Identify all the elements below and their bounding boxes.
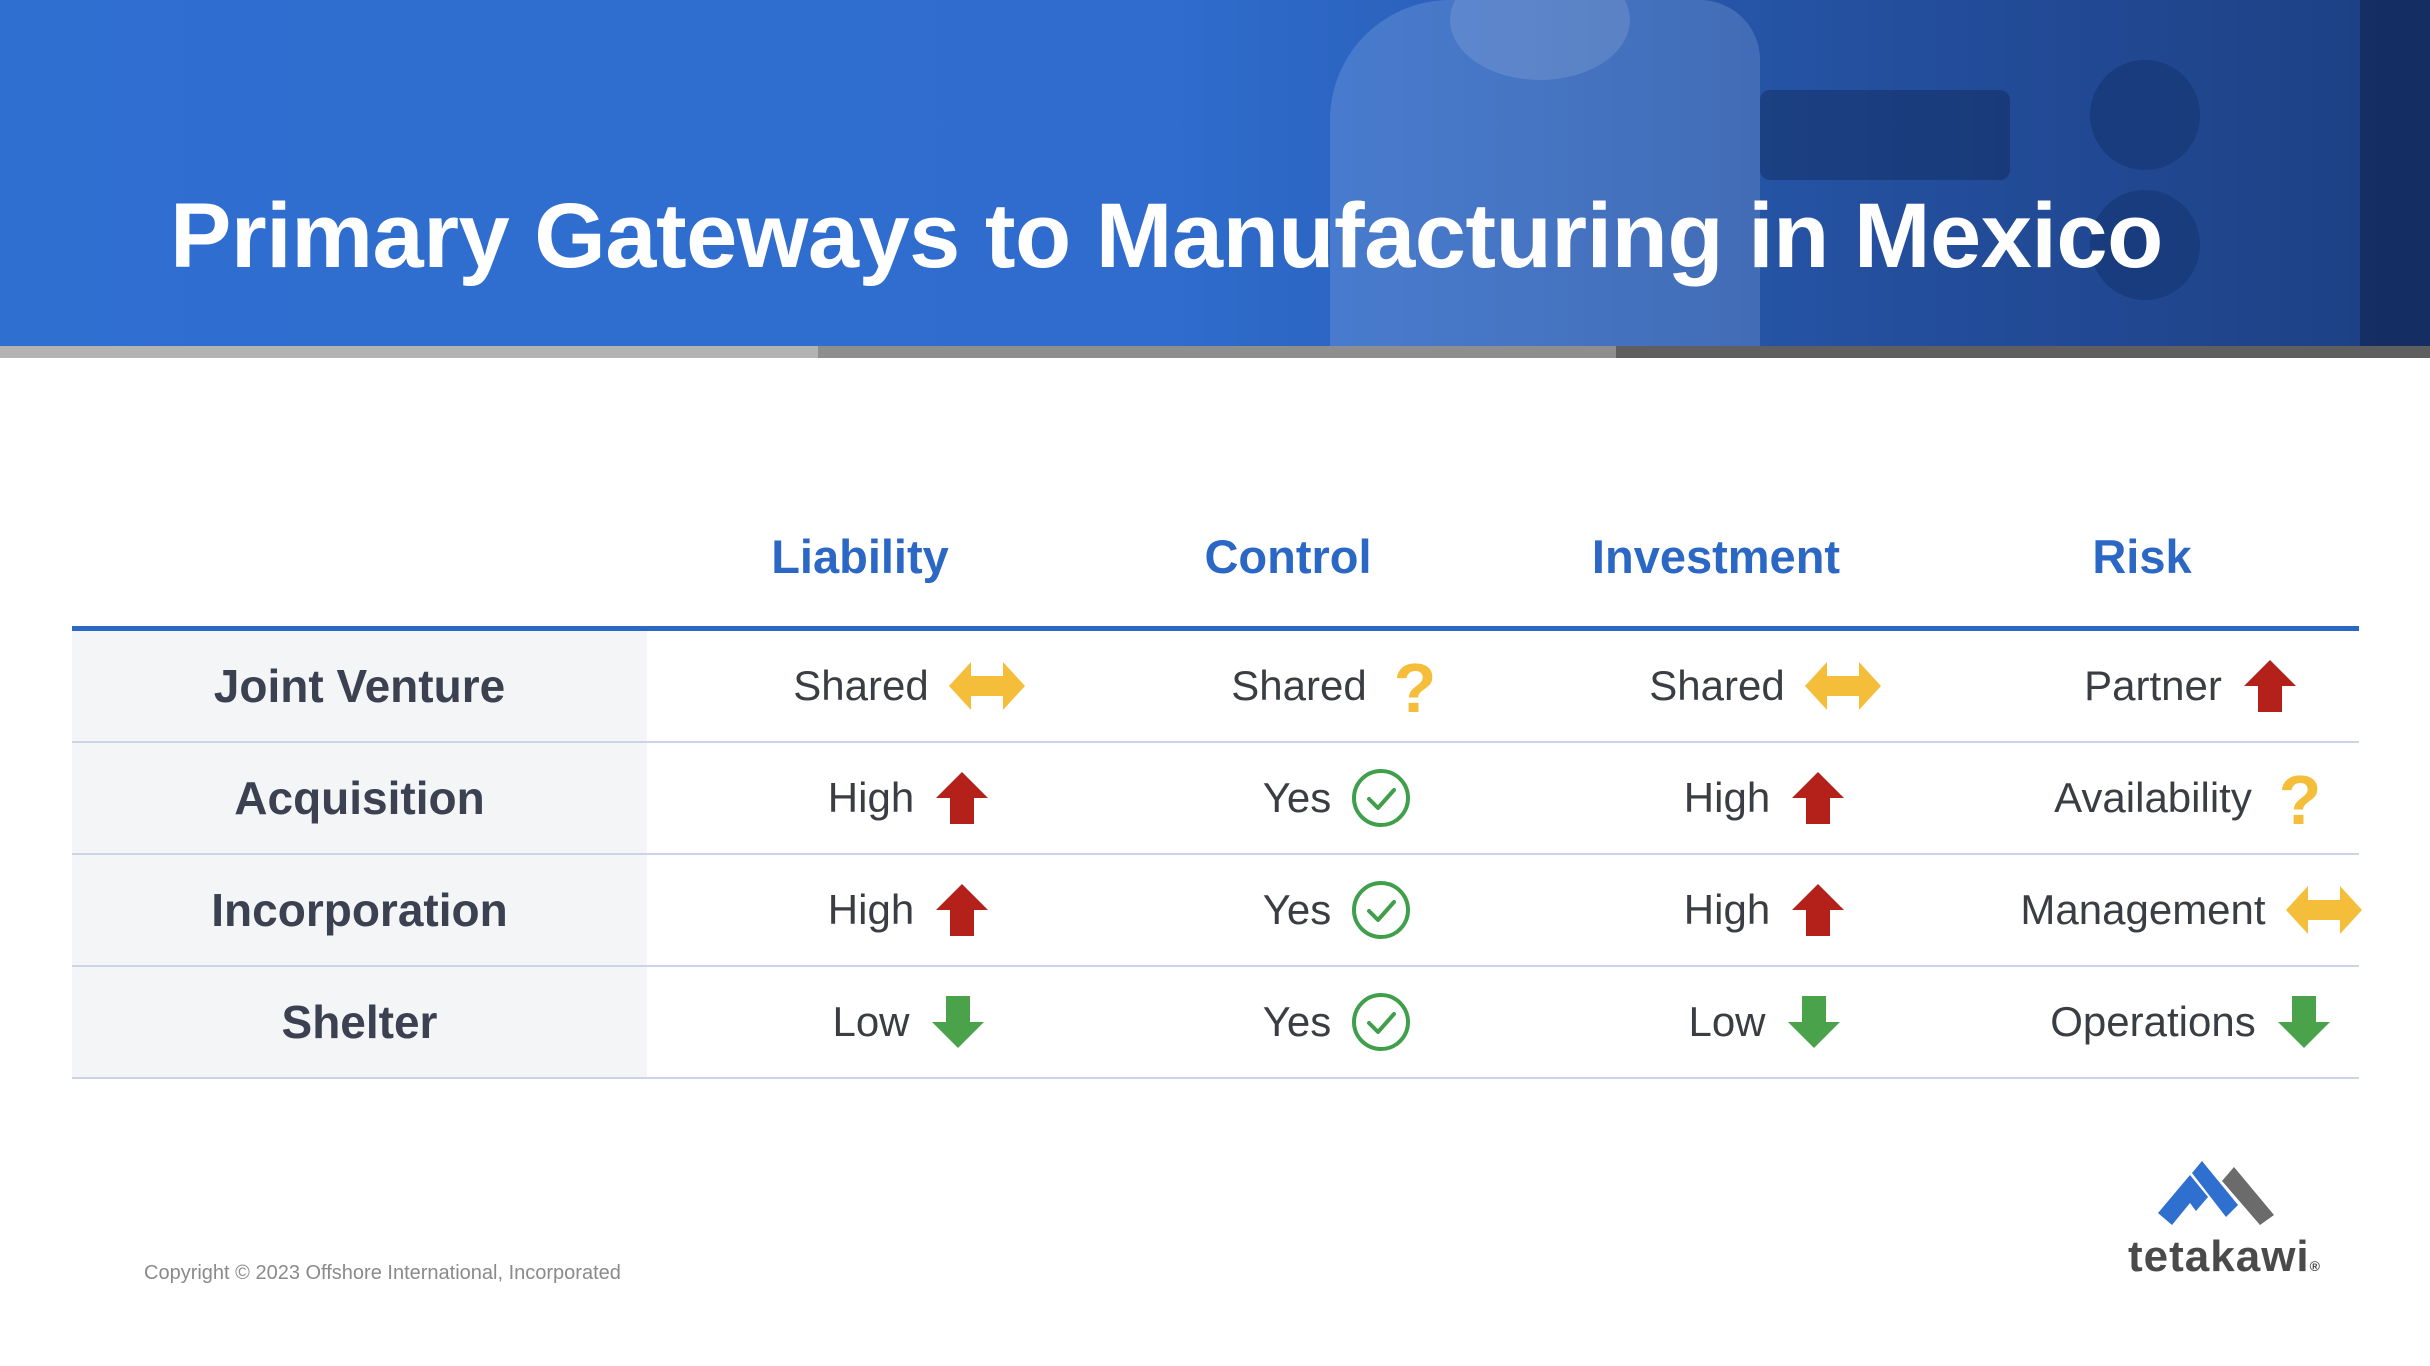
cell-value: Partner xyxy=(2084,662,2222,709)
copyright-text: Copyright © 2023 Offshore International,… xyxy=(144,1262,621,1284)
check-circle-icon xyxy=(1352,769,1411,827)
arrow-down-icon xyxy=(931,996,984,1048)
page-title: Primary Gateways to Manufacturing in Mex… xyxy=(170,185,2163,287)
photo-dial-top xyxy=(2090,60,2200,170)
logo-registered-mark: ® xyxy=(2309,1258,2320,1274)
cell-value: High xyxy=(827,774,915,821)
cell-value: Low xyxy=(832,998,910,1045)
column-heading-control: Control xyxy=(1204,530,1372,583)
arrow-up-icon xyxy=(1792,772,1845,824)
cell-value: Shared xyxy=(1649,662,1785,709)
column-heading-liability: Liability xyxy=(771,530,949,583)
check-circle-icon xyxy=(1352,993,1411,1051)
double-arrow-icon xyxy=(2285,886,2362,934)
cell-value: High xyxy=(1683,886,1771,933)
row-label: Shelter xyxy=(281,996,438,1048)
photo-equipment xyxy=(1760,90,2010,180)
table-row: Acquisition High Yes High Availability ? xyxy=(72,743,2359,855)
row-label-cell xyxy=(72,855,647,965)
row-label-cell xyxy=(72,743,647,853)
cell-value: Yes xyxy=(1262,998,1332,1045)
svg-text:?: ? xyxy=(1393,654,1436,718)
cell-value: Yes xyxy=(1262,886,1332,933)
arrow-up-icon xyxy=(1792,884,1845,936)
tetakawi-logo-icon xyxy=(2158,1161,2274,1225)
cell-value: Yes xyxy=(1262,774,1332,821)
tetakawi-logo-text: tetakawi® xyxy=(2128,1232,2320,1282)
row-label-cell xyxy=(72,631,647,741)
column-heading-investment: Investment xyxy=(1591,530,1841,583)
accent-stripe-dark xyxy=(1616,346,2430,358)
row-label: Incorporation xyxy=(211,884,508,936)
arrow-up-icon xyxy=(2243,660,2296,712)
logo-wordmark: tetakawi xyxy=(2128,1232,2310,1281)
question-mark-icon: ? xyxy=(2278,766,2321,830)
table-row: Shelter Low Yes Low Operations xyxy=(72,967,2359,1079)
table-row: Joint Venture Shared Shared Shared Partn… xyxy=(72,631,2359,743)
table-row: Incorporation High Yes High Management xyxy=(72,855,2362,967)
cell-value: High xyxy=(1683,774,1771,821)
arrow-down-icon xyxy=(1787,996,1840,1048)
header-banner: Primary Gateways to Manufacturing in Mex… xyxy=(0,0,2430,346)
row-label: Joint Venture xyxy=(213,660,506,712)
cell-value: Shared xyxy=(1231,662,1367,709)
row-label-cell xyxy=(72,967,647,1077)
check-circle-icon xyxy=(1352,881,1411,939)
accent-stripe-light xyxy=(0,346,818,358)
arrow-down-icon xyxy=(2277,996,2330,1048)
photo-person-silhouette xyxy=(1330,0,1760,346)
arrow-up-icon xyxy=(936,772,989,824)
cell-value: Operations xyxy=(2050,998,2256,1045)
cell-value: Availability xyxy=(2054,774,2252,821)
svg-text:?: ? xyxy=(2278,766,2321,830)
table-header-rule xyxy=(72,626,2359,631)
photo-dial-bottom xyxy=(2090,190,2200,300)
cell-value: Management xyxy=(2020,886,2266,933)
accent-stripe-mid xyxy=(818,346,1616,358)
cell-value: Low xyxy=(1688,998,1766,1045)
arrow-up-icon xyxy=(936,884,989,936)
cell-value: Shared xyxy=(793,662,929,709)
row-label: Acquisition xyxy=(234,772,485,824)
double-arrow-icon xyxy=(948,662,1025,710)
column-heading-risk: Risk xyxy=(2092,530,2192,583)
question-mark-icon: ? xyxy=(1393,654,1436,718)
photo-edge-shadow xyxy=(2360,0,2430,346)
double-arrow-icon xyxy=(1804,662,1881,710)
cell-value: High xyxy=(827,886,915,933)
